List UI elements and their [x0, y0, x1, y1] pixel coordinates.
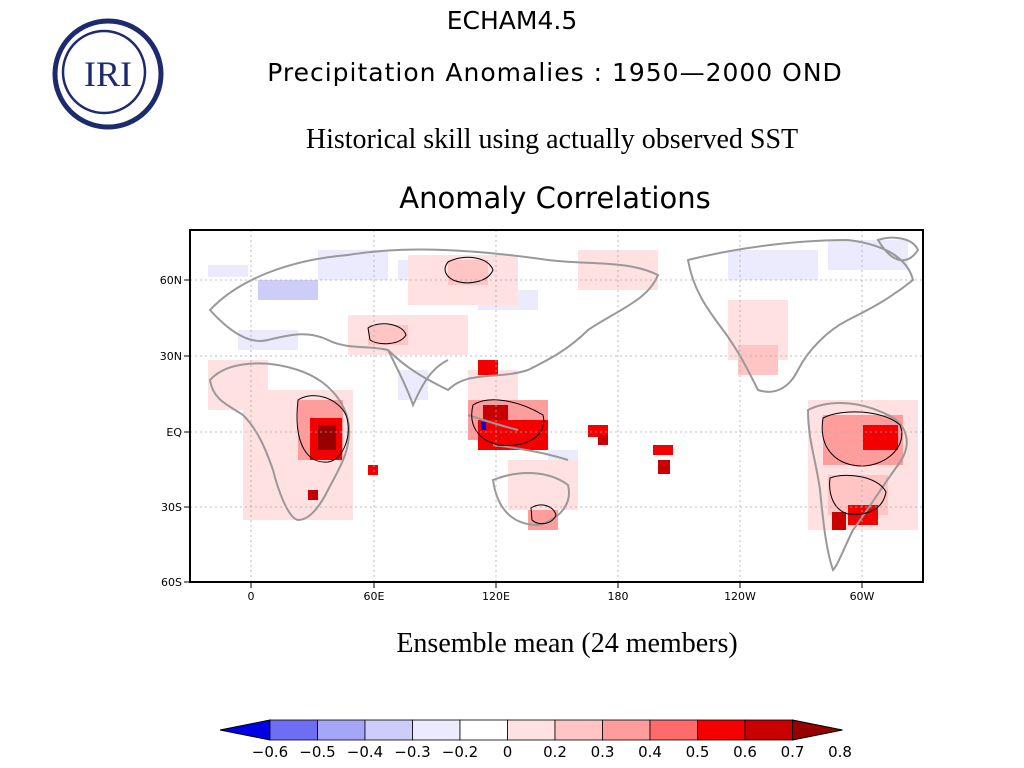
- y-tick-label: 60N: [160, 274, 182, 287]
- colorbar-cell: [744, 719, 793, 741]
- map-frame: [189, 229, 924, 583]
- colorbar-cell: [412, 719, 461, 741]
- colorbar-label: 0: [503, 743, 513, 761]
- y-tick-label: 60S: [161, 576, 182, 589]
- colorbar-arrow-high: [792, 719, 843, 741]
- plot-title: Anomaly Correlations: [399, 181, 711, 215]
- svg-text:IRI: IRI: [84, 54, 132, 94]
- x-axis-ticks: 0 60E 120E 180 120W 60W: [248, 582, 875, 600]
- colorbar-cell: [554, 719, 603, 741]
- iri-logo: IRI: [52, 18, 164, 130]
- coastlines: [208, 236, 920, 572]
- colorbar-label: 0.8: [828, 743, 852, 761]
- footer-caption: Ensemble mean (24 members): [396, 628, 738, 659]
- colorbar-cell: [649, 719, 698, 741]
- colorbar-label: 0.2: [543, 743, 567, 761]
- colorbar-label: 0.4: [638, 743, 662, 761]
- colorbar-arrow-low: [219, 719, 271, 741]
- colorbar-cell: [317, 719, 366, 741]
- colorbar-label: −0.5: [299, 743, 335, 761]
- colorbar-label: 0.7: [781, 743, 805, 761]
- x-tick-label: 60W: [850, 590, 875, 600]
- x-tick-label: 0: [248, 590, 255, 600]
- x-tick-label: 60E: [364, 590, 385, 600]
- colorbar: −0.6 −0.5 −0.4 −0.3 −0.2 0 0.2 0.3 0.4 0.5 0.6 0.7 0…: [219, 719, 852, 761]
- colorbar-label: 0.3: [591, 743, 615, 761]
- x-tick-label: 120E: [482, 590, 510, 600]
- subtitle: Precipitation Anomalies : 1950—2000 OND: [267, 58, 843, 87]
- colorbar-label: 0.6: [733, 743, 757, 761]
- colorbar-cell: [459, 719, 508, 741]
- colorbar-cell: [697, 719, 746, 741]
- description: Historical skill using actually observed…: [305, 124, 799, 155]
- y-tick-label: 30N: [160, 350, 182, 363]
- y-axis-ticks: 60N 30N EQ 30S 60S: [160, 274, 190, 589]
- colorbar-cell: [364, 719, 413, 741]
- contours: [296, 256, 903, 525]
- y-tick-label: 30S: [161, 501, 182, 514]
- correlation-map: 60N 30N EQ 30S 60S 0 60E 120E 180 120W 6…: [160, 229, 924, 600]
- colorbar-label: −0.6: [252, 743, 288, 761]
- colorbar-label: −0.2: [442, 743, 478, 761]
- colorbar-label: 0.5: [686, 743, 710, 761]
- colorbar-label: −0.3: [394, 743, 430, 761]
- x-tick-label: 120W: [724, 590, 756, 600]
- x-tick-label: 180: [608, 590, 629, 600]
- colorbar-cell: [507, 719, 556, 741]
- model-title: ECHAM4.5: [446, 6, 578, 35]
- colorbar-cell: [602, 719, 651, 741]
- gridlines: [190, 230, 923, 582]
- anomaly-cells: [208, 240, 918, 530]
- y-tick-label: EQ: [166, 426, 182, 439]
- colorbar-label: −0.4: [347, 743, 383, 761]
- colorbar-cell: [269, 719, 318, 741]
